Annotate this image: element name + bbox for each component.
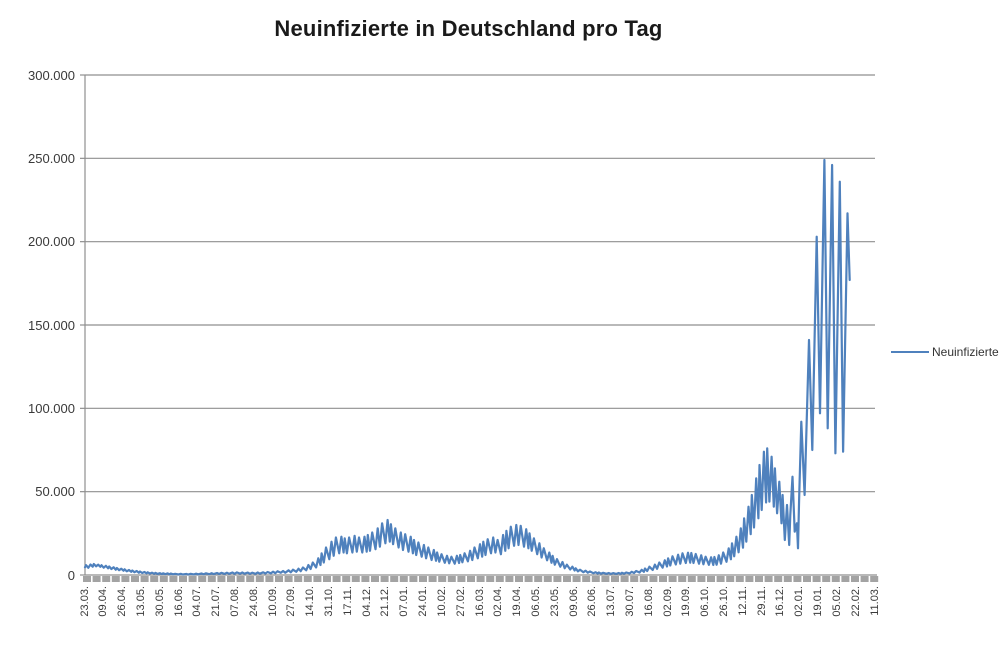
x-tick-label-02.01.: 02.01. bbox=[793, 586, 806, 617]
x-tick-label-05.02.: 05.02. bbox=[830, 586, 843, 617]
x-tick-label-07.01.: 07.01. bbox=[398, 586, 411, 617]
x-tick-label-11.03.: 11.03. bbox=[868, 586, 881, 616]
x-tick-label-06.05.: 06.05. bbox=[529, 586, 542, 617]
legend-line-sample-icon bbox=[891, 351, 929, 353]
x-tick-label-30.05.: 30.05. bbox=[153, 586, 166, 617]
x-tick-label-04.07.: 04.07. bbox=[191, 586, 204, 617]
x-tick-label-22.02.: 22.02. bbox=[849, 586, 862, 617]
legend: Neuinfizierte bbox=[891, 345, 999, 359]
y-tick-label-100.000: 100.000 bbox=[28, 400, 75, 416]
x-tick-label-24.08.: 24.08. bbox=[247, 586, 260, 617]
x-tick-label-12.11.: 12.11. bbox=[736, 586, 749, 616]
y-tick-label-200.000: 200.000 bbox=[28, 234, 75, 250]
x-tick-label-23.05.: 23.05. bbox=[548, 586, 561, 617]
x-tick-label-09.04.: 09.04. bbox=[97, 586, 110, 617]
y-tick-label-250.000: 250.000 bbox=[28, 150, 75, 166]
x-tick-label-19.09.: 19.09. bbox=[680, 586, 693, 617]
x-tick-label-29.11.: 29.11. bbox=[755, 586, 768, 616]
x-tick-label-14.10.: 14.10. bbox=[304, 586, 317, 617]
y-tick-label-50.000: 50.000 bbox=[35, 484, 75, 500]
x-tick-label-17.11.: 17.11. bbox=[341, 586, 354, 616]
x-tick-label-10.02.: 10.02. bbox=[435, 586, 448, 617]
x-tick-label-06.10.: 06.10. bbox=[699, 586, 712, 617]
x-tick-label-24.01.: 24.01. bbox=[417, 586, 430, 617]
x-tick-label-26.10.: 26.10. bbox=[718, 586, 731, 617]
x-tick-label-02.04.: 02.04. bbox=[492, 586, 505, 617]
x-tick-label-16.06.: 16.06. bbox=[172, 586, 185, 617]
x-tick-label-31.10.: 31.10. bbox=[323, 586, 336, 617]
x-tick-label-16.08.: 16.08. bbox=[642, 586, 655, 617]
chart-title: Neuinfizierte in Deutschland pro Tag bbox=[274, 16, 663, 41]
x-tick-label-21.12.: 21.12. bbox=[379, 586, 392, 617]
x-tick-label-26.04.: 26.04. bbox=[116, 586, 129, 617]
legend-label: Neuinfizierte bbox=[932, 345, 999, 359]
x-tick-label-09.06.: 09.06. bbox=[567, 586, 580, 617]
x-tick-label-13.05.: 13.05. bbox=[134, 586, 147, 617]
y-tick-label-0: 0 bbox=[67, 567, 75, 583]
x-tick-label-07.08.: 07.08. bbox=[228, 586, 241, 617]
x-tick-label-27.02.: 27.02. bbox=[454, 586, 467, 617]
x-tick-label-19.01.: 19.01. bbox=[812, 586, 825, 617]
x-tick-label-27.09.: 27.09. bbox=[285, 586, 298, 617]
x-tick-label-16.03.: 16.03. bbox=[473, 586, 486, 617]
series-line-neuinfizierte bbox=[83, 158, 851, 576]
x-tick-label-04.12.: 04.12. bbox=[360, 586, 373, 617]
x-tick-label-21.07.: 21.07. bbox=[210, 586, 223, 617]
x-tick-label-16.12.: 16.12. bbox=[774, 586, 787, 617]
x-tick-label-30.07.: 30.07. bbox=[623, 586, 636, 617]
x-tick-label-19.04.: 19.04. bbox=[511, 586, 524, 617]
x-tick-label-26.06.: 26.06. bbox=[586, 586, 599, 617]
x-tick-label-23.03.: 23.03. bbox=[78, 586, 91, 617]
y-tick-label-300.000: 300.000 bbox=[28, 67, 75, 83]
y-tick-label-150.000: 150.000 bbox=[28, 317, 75, 333]
x-tick-label-02.09.: 02.09. bbox=[661, 586, 674, 617]
x-tick-label-13.07.: 13.07. bbox=[605, 586, 618, 617]
x-tick-label-10.09.: 10.09. bbox=[266, 586, 279, 617]
